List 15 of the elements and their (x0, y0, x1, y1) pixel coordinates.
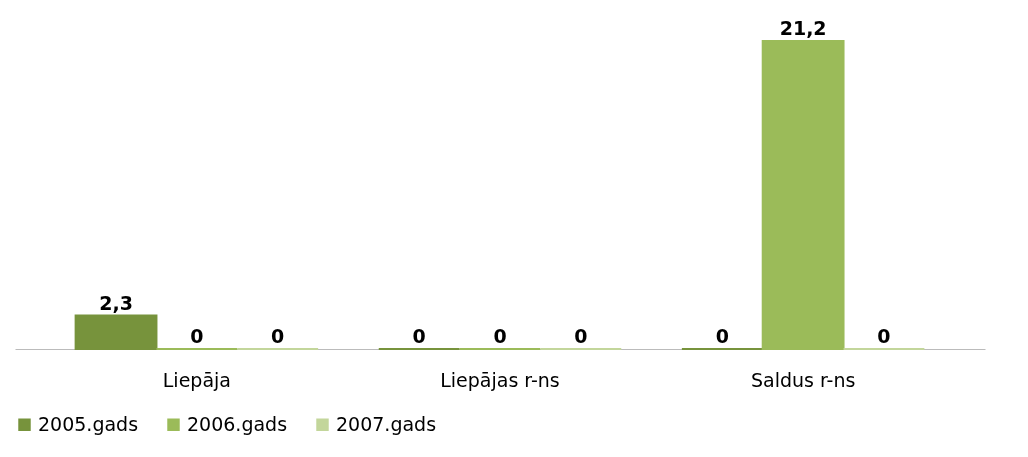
x-tick-label: Saldus r-ns (750, 368, 856, 391)
legend-label: 2006.gads (187, 412, 288, 435)
data-label: 0 (715, 325, 729, 347)
legend-label: 2007.gads (336, 412, 437, 435)
data-label: 0 (190, 325, 204, 347)
data-label: 0 (574, 325, 588, 347)
x-tick-label: Liepāja (162, 368, 231, 391)
data-label: 21,2 (779, 17, 827, 39)
data-label: 0 (493, 325, 507, 347)
x-tick-label: Liepājas r-ns (440, 368, 560, 391)
legend-label: 2005.gads (38, 412, 139, 435)
data-label: 2,3 (99, 291, 133, 314)
data-label: 0 (412, 325, 426, 347)
data-label: 0 (877, 325, 891, 347)
data-label: 0 (271, 325, 285, 347)
